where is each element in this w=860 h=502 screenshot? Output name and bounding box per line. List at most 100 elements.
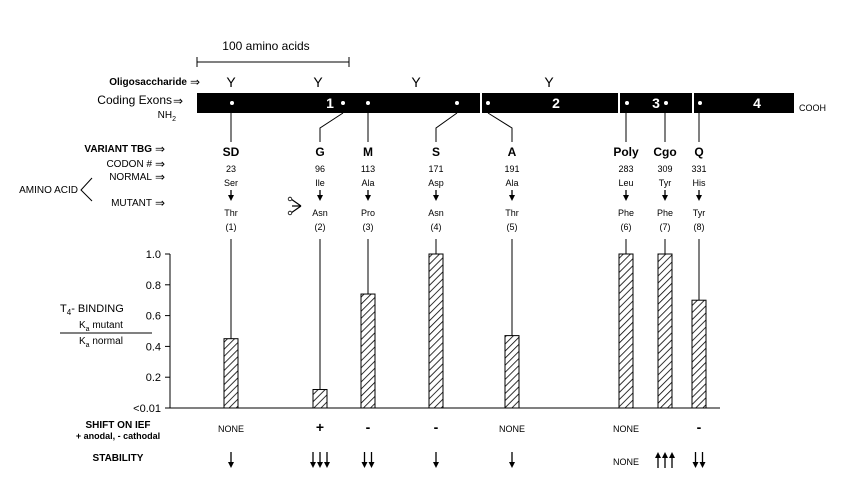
binding-bar bbox=[657, 253, 673, 409]
stability-value: NONE bbox=[613, 457, 639, 467]
mutation-site-dots bbox=[230, 101, 702, 105]
mutation-site-dot bbox=[625, 101, 629, 105]
codon-number: 113 bbox=[361, 164, 375, 174]
variant-column-m: M 113 Ala Pro (3) - bbox=[360, 113, 376, 468]
stability-label: STABILITY bbox=[93, 453, 144, 464]
binding-bar bbox=[312, 389, 328, 409]
codon-number: 331 bbox=[691, 164, 706, 174]
glycosylation-y-icon: Y bbox=[226, 74, 236, 90]
variant-column-a: A 191 Ala Thr (5) NONE bbox=[487, 112, 525, 468]
mutation-site-dot bbox=[698, 101, 702, 105]
ief-shift: + bbox=[316, 419, 324, 435]
stability-down-arrow-icon bbox=[433, 452, 439, 468]
variant-index: (8) bbox=[694, 222, 705, 232]
ief-shift: NONE bbox=[613, 424, 639, 434]
variant-column-s: S 171 Asp Asn (4) - bbox=[428, 112, 458, 468]
scale-bar: 100 amino acids bbox=[196, 39, 350, 67]
glycosylation-y-icon: Y bbox=[411, 74, 421, 90]
variant-columns: SD 23 Ser Thr (1) NONE G 96 Ile Asn (2) + M 113 Ala Pro… bbox=[218, 112, 707, 468]
substitution-arrow-icon bbox=[696, 190, 702, 201]
mutant-row-label: MUTANT bbox=[111, 198, 152, 209]
mutant-amino-acid: Asn bbox=[428, 208, 444, 218]
glycosylation-y-icon: Y bbox=[544, 74, 554, 90]
normal-amino-acid: His bbox=[693, 178, 706, 188]
mutation-site-dot bbox=[230, 101, 234, 105]
substitution-arrow-icon bbox=[623, 190, 629, 201]
binding-axis-label: T4- BINDING Ka mutant Ka normal bbox=[60, 303, 152, 349]
y-tick-label: 0.2 bbox=[146, 372, 161, 384]
variant-name: SD bbox=[223, 145, 240, 159]
variant-column-cgo: Cgo 309 Tyr Phe (7) bbox=[653, 113, 677, 468]
stability-down-arrow-icon bbox=[699, 452, 706, 468]
site-connector bbox=[487, 112, 513, 142]
oligosaccharide-arrow-icon: ⇒ bbox=[190, 75, 200, 89]
normal-amino-acid: Tyr bbox=[659, 178, 672, 188]
ief-shift: - bbox=[434, 419, 439, 435]
substitution-arrow-icon bbox=[228, 190, 234, 201]
normal-amino-acid: Ser bbox=[224, 178, 238, 188]
variant-name: Cgo bbox=[653, 145, 676, 159]
amino-acid-brace-icon bbox=[80, 177, 93, 202]
stability-up-arrow-icon bbox=[655, 452, 661, 468]
mutant-amino-acid: Tyr bbox=[693, 208, 706, 218]
shift-sublabel: + anodal, - cathodal bbox=[76, 431, 160, 441]
binding-bar bbox=[428, 253, 444, 409]
variant-index: (6) bbox=[621, 222, 632, 232]
site-connector bbox=[435, 112, 458, 142]
substitution-arrow-icon bbox=[509, 190, 515, 201]
mutant-amino-acid: Phe bbox=[618, 208, 634, 218]
variant-name: G bbox=[315, 145, 324, 159]
y-tick-label: 0.4 bbox=[146, 341, 161, 353]
variant-name: A bbox=[508, 145, 517, 159]
stability-up-arrow-icon bbox=[669, 452, 675, 468]
variant-column-poly: Poly 283 Leu Phe (6) NONE NONE bbox=[613, 113, 639, 467]
stability-up-arrow-icon bbox=[662, 452, 668, 468]
mutation-site-dot bbox=[486, 101, 490, 105]
binding-bar bbox=[360, 293, 376, 409]
oligosaccharide-label: Oligosaccharide bbox=[109, 77, 187, 88]
normal-row-label: NORMAL bbox=[109, 172, 152, 183]
substitution-arrow-icon bbox=[662, 190, 668, 201]
mutant-arrow-icon: ⇒ bbox=[155, 196, 165, 210]
variant-column-q: Q 331 His Tyr (8) - bbox=[691, 113, 707, 468]
y-tick-label: <0.01 bbox=[133, 403, 161, 415]
codon-number: 309 bbox=[657, 164, 672, 174]
codon-number: 191 bbox=[504, 164, 519, 174]
normal-amino-acid: Ala bbox=[361, 178, 374, 188]
substitution-arrow-icon bbox=[317, 190, 323, 201]
binding-label-numerator: Ka mutant bbox=[79, 320, 123, 333]
stability-down-arrow-icon bbox=[361, 452, 368, 468]
coding-exons-bar bbox=[197, 93, 794, 113]
exon-number-1: 1 bbox=[326, 95, 334, 111]
stability-down-arrow-icon bbox=[317, 452, 323, 468]
codon-number: 171 bbox=[428, 164, 443, 174]
variant-arrow-icon: ⇒ bbox=[155, 142, 165, 156]
variant-name: Q bbox=[694, 145, 703, 159]
normal-arrow-icon: ⇒ bbox=[155, 170, 165, 184]
variant-index: (2) bbox=[315, 222, 326, 232]
mutant-amino-acid: Phe bbox=[657, 208, 673, 218]
stability-down-arrow-icon bbox=[324, 452, 330, 468]
mutation-site-dot bbox=[366, 101, 370, 105]
binding-label-main: T4- BINDING bbox=[60, 303, 124, 317]
binding-label-denominator: Ka normal bbox=[79, 336, 123, 349]
y-tick-label: 0.8 bbox=[146, 280, 161, 292]
variant-index: (5) bbox=[507, 222, 518, 232]
codon-arrow-icon: ⇒ bbox=[155, 157, 165, 171]
ief-shift: - bbox=[366, 419, 371, 435]
stability-down-arrow-icon bbox=[228, 452, 234, 468]
coding-exons-label: Coding Exons bbox=[97, 93, 172, 107]
coding-exons-arrow-icon: ⇒ bbox=[173, 94, 183, 108]
scale-bar-label: 100 amino acids bbox=[222, 39, 309, 53]
normal-amino-acid: Asp bbox=[428, 178, 444, 188]
mutant-amino-acid: Pro bbox=[361, 208, 375, 218]
codon-row-label: CODON # bbox=[106, 159, 152, 170]
binding-bar bbox=[691, 299, 707, 409]
glycosylation-y-icon: Y bbox=[313, 74, 323, 90]
stability-down-arrow-icon bbox=[692, 452, 699, 468]
codon-number: 96 bbox=[315, 164, 325, 174]
mutation-site-dot bbox=[455, 101, 459, 105]
variant-index: (1) bbox=[226, 222, 237, 232]
